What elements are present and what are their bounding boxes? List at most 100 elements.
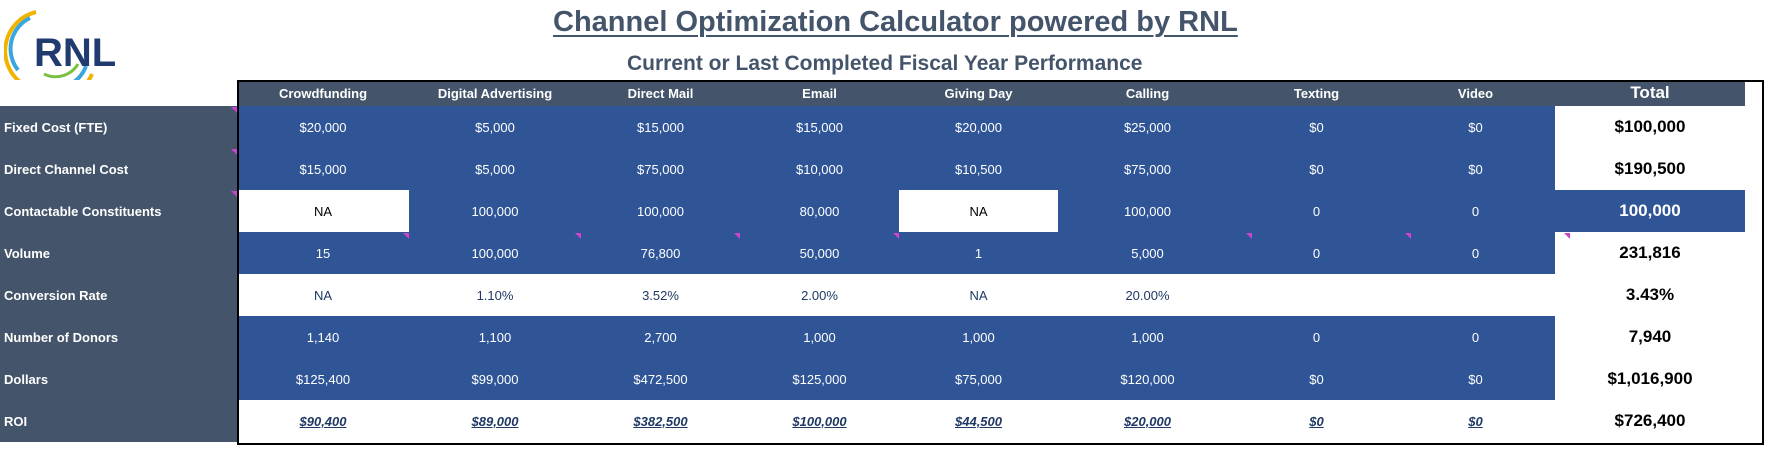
cell-fixed-cost-crowdfunding[interactable]: $20,000	[237, 106, 409, 148]
cell-dollars-email[interactable]: $125,000	[740, 358, 899, 400]
cell-conversion-calling[interactable]: 20.00%	[1058, 274, 1237, 316]
cell-direct-cost-email[interactable]: $10,000	[740, 148, 899, 190]
cell-volume-email[interactable]: 50,000	[740, 232, 899, 274]
col-header-giving-day[interactable]: Giving Day	[899, 80, 1058, 106]
cell-roi-total[interactable]: $726,400	[1555, 400, 1745, 442]
row-label[interactable]: Direct Channel Cost	[0, 148, 237, 190]
cell-contactable-calling[interactable]: 100,000	[1058, 190, 1237, 232]
cell-contactable-giving-day[interactable]: NA	[899, 190, 1058, 232]
comment-marker[interactable]	[1564, 233, 1570, 239]
row-label[interactable]: Volume	[0, 232, 237, 274]
cell-conversion-total[interactable]: 3.43%	[1555, 274, 1745, 316]
comment-marker[interactable]	[231, 191, 237, 197]
comment-marker[interactable]	[231, 107, 237, 113]
cell-volume-giving-day[interactable]: 1	[899, 232, 1058, 274]
cell-donors-calling[interactable]: 1,000	[1058, 316, 1237, 358]
cell-volume-video[interactable]: 0	[1396, 232, 1555, 274]
cell-donors-crowdfunding[interactable]: 1,140	[237, 316, 409, 358]
row-label[interactable]: Fixed Cost (FTE)	[0, 106, 237, 148]
cell-dollars-calling[interactable]: $120,000	[1058, 358, 1237, 400]
comment-marker[interactable]	[734, 233, 740, 239]
cell-conversion-giving-day[interactable]: NA	[899, 274, 1058, 316]
cell-roi-crowdfunding[interactable]: $90,400	[237, 400, 409, 442]
cell-conversion-crowdfunding[interactable]: NA	[237, 274, 409, 316]
cell-fixed-cost-direct-mail[interactable]: $15,000	[581, 106, 740, 148]
col-header-calling[interactable]: Calling	[1058, 80, 1237, 106]
col-header-crowdfunding[interactable]: Crowdfunding	[237, 80, 409, 106]
cell-roi-email[interactable]: $100,000	[740, 400, 899, 442]
cell-contactable-direct-mail[interactable]: 100,000	[581, 190, 740, 232]
cell-contactable-email[interactable]: 80,000	[740, 190, 899, 232]
cell-donors-texting[interactable]: 0	[1237, 316, 1396, 358]
cell-dollars-texting[interactable]: $0	[1237, 358, 1396, 400]
cell-dollars-crowdfunding[interactable]: $125,400	[237, 358, 409, 400]
cell-contactable-total[interactable]: 100,000	[1555, 190, 1745, 232]
cell-contactable-digital-advertising[interactable]: 100,000	[409, 190, 581, 232]
cell-volume-texting[interactable]: 0	[1237, 232, 1396, 274]
cell-direct-cost-digital-advertising[interactable]: $5,000	[409, 148, 581, 190]
cell-dollars-total[interactable]: $1,016,900	[1555, 358, 1745, 400]
comment-marker[interactable]	[403, 233, 409, 239]
cell-donors-giving-day[interactable]: 1,000	[899, 316, 1058, 358]
cell-donors-direct-mail[interactable]: 2,700	[581, 316, 740, 358]
cell-donors-total[interactable]: 7,940	[1555, 316, 1745, 358]
cell-direct-cost-video[interactable]: $0	[1396, 148, 1555, 190]
cell-conversion-video[interactable]	[1396, 274, 1555, 316]
cell-donors-digital-advertising[interactable]: 1,100	[409, 316, 581, 358]
row-label[interactable]: Contactable Constituents	[0, 190, 237, 232]
row-label[interactable]: ROI	[0, 400, 237, 442]
cell-conversion-texting[interactable]	[1237, 274, 1396, 316]
row-label[interactable]: Conversion Rate	[0, 274, 237, 316]
cell-direct-cost-direct-mail[interactable]: $75,000	[581, 148, 740, 190]
cell-dollars-direct-mail[interactable]: $472,500	[581, 358, 740, 400]
cell-dollars-video[interactable]: $0	[1396, 358, 1555, 400]
cell-dollars-digital-advertising[interactable]: $99,000	[409, 358, 581, 400]
col-header-digital-advertising[interactable]: Digital Advertising	[409, 80, 581, 106]
col-header-email[interactable]: Email	[740, 80, 899, 106]
comment-marker[interactable]	[1246, 233, 1252, 239]
cell-fixed-cost-texting[interactable]: $0	[1237, 106, 1396, 148]
col-header-total[interactable]: Total	[1555, 80, 1745, 106]
cell-roi-giving-day[interactable]: $44,500	[899, 400, 1058, 442]
cell-conversion-digital-advertising[interactable]: 1.10%	[409, 274, 581, 316]
comment-marker[interactable]	[893, 233, 899, 239]
cell-volume-direct-mail[interactable]: 76,800	[581, 232, 740, 274]
cell-direct-cost-texting[interactable]: $0	[1237, 148, 1396, 190]
cell-donors-email[interactable]: 1,000	[740, 316, 899, 358]
comment-marker[interactable]	[231, 149, 237, 155]
comment-marker[interactable]	[575, 233, 581, 239]
cell-contactable-crowdfunding[interactable]: NA	[237, 190, 409, 232]
cell-contactable-texting[interactable]: 0	[1237, 190, 1396, 232]
col-header-video[interactable]: Video	[1396, 80, 1555, 106]
cell-direct-cost-calling[interactable]: $75,000	[1058, 148, 1237, 190]
cell-volume-digital-advertising[interactable]: 100,000	[409, 232, 581, 274]
cell-direct-cost-total[interactable]: $190,500	[1555, 148, 1745, 190]
cell-fixed-cost-digital-advertising[interactable]: $5,000	[409, 106, 581, 148]
row-contactable-constituents: Contactable Constituents NA 100,000 100,…	[0, 190, 1745, 232]
comment-marker[interactable]	[1405, 233, 1411, 239]
col-header-direct-mail[interactable]: Direct Mail	[581, 80, 740, 106]
cell-fixed-cost-giving-day[interactable]: $20,000	[899, 106, 1058, 148]
cell-fixed-cost-total[interactable]: $100,000	[1555, 106, 1745, 148]
cell-volume-crowdfunding[interactable]: 15	[237, 232, 409, 274]
col-header-texting[interactable]: Texting	[1237, 80, 1396, 106]
cell-dollars-giving-day[interactable]: $75,000	[899, 358, 1058, 400]
cell-roi-direct-mail[interactable]: $382,500	[581, 400, 740, 442]
cell-direct-cost-giving-day[interactable]: $10,500	[899, 148, 1058, 190]
cell-volume-total[interactable]: 231,816	[1555, 232, 1745, 274]
cell-volume-calling[interactable]: 5,000	[1058, 232, 1237, 274]
cell-fixed-cost-calling[interactable]: $25,000	[1058, 106, 1237, 148]
cell-roi-digital-advertising[interactable]: $89,000	[409, 400, 581, 442]
cell-direct-cost-crowdfunding[interactable]: $15,000	[237, 148, 409, 190]
cell-conversion-direct-mail[interactable]: 3.52%	[581, 274, 740, 316]
cell-fixed-cost-video[interactable]: $0	[1396, 106, 1555, 148]
cell-roi-video[interactable]: $0	[1396, 400, 1555, 442]
cell-roi-texting[interactable]: $0	[1237, 400, 1396, 442]
cell-contactable-video[interactable]: 0	[1396, 190, 1555, 232]
cell-donors-video[interactable]: 0	[1396, 316, 1555, 358]
cell-fixed-cost-email[interactable]: $15,000	[740, 106, 899, 148]
row-label[interactable]: Dollars	[0, 358, 237, 400]
row-label[interactable]: Number of Donors	[0, 316, 237, 358]
cell-conversion-email[interactable]: 2.00%	[740, 274, 899, 316]
cell-roi-calling[interactable]: $20,000	[1058, 400, 1237, 442]
